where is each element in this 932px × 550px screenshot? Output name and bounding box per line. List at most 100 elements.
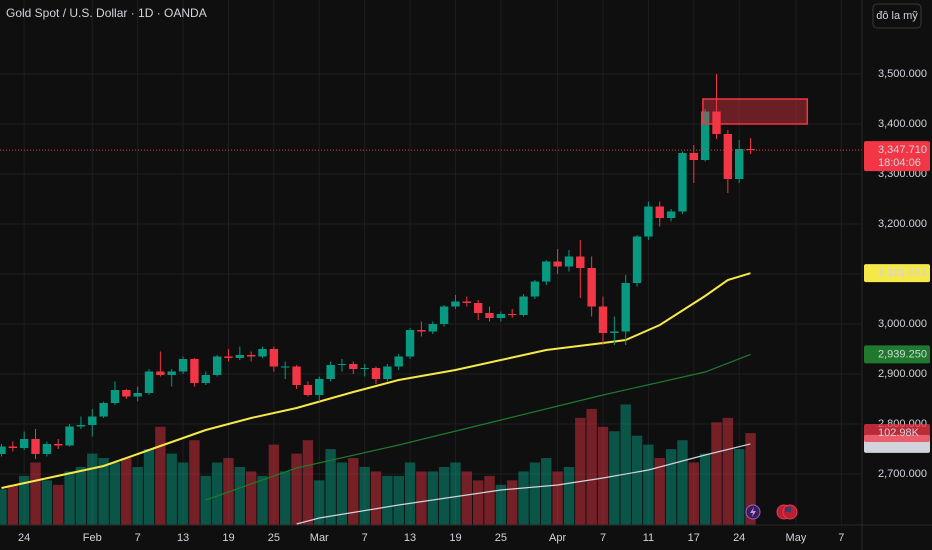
candle-body (428, 324, 437, 332)
event-icons (745, 504, 798, 520)
candle-body (122, 390, 131, 397)
volume-pane (0, 404, 756, 525)
volume-bar (722, 417, 734, 525)
last-price-label: 3,347.710 (878, 144, 927, 156)
overlay (0, 98, 862, 151)
candle-body (712, 111, 721, 134)
candle-body (587, 268, 596, 307)
candle-body (655, 206, 664, 218)
volume-bar (472, 480, 484, 525)
volume-bar (677, 440, 688, 525)
volume-bar (438, 466, 450, 525)
candle-body (190, 359, 199, 383)
candle-body (689, 153, 698, 160)
candle-body (508, 314, 517, 315)
candle-body (485, 313, 494, 318)
volume-bar (699, 453, 711, 525)
volume-bar (132, 466, 143, 525)
candle-body (0, 446, 6, 454)
candle-body (371, 368, 381, 379)
candle-body (678, 153, 687, 212)
candle-body (326, 365, 335, 379)
currency-button-label[interactable]: đô la mỹ (876, 10, 918, 22)
volume-bar (18, 475, 30, 525)
candle-body (349, 364, 358, 369)
volume-bar (41, 480, 53, 525)
candle-body (110, 390, 120, 403)
candles (0, 74, 755, 459)
volume-bar (552, 471, 563, 525)
candle-body (576, 256, 585, 268)
volume-bar (609, 431, 620, 525)
volume-bar (575, 417, 586, 525)
volume-bar (597, 426, 609, 525)
candle-body (76, 425, 86, 427)
volume-bar (620, 404, 631, 525)
volume-box (864, 424, 930, 443)
candle-body (462, 301, 472, 303)
candle-body (337, 364, 347, 365)
y-tick-label: 3,400.000 (878, 118, 927, 130)
candle-body (473, 303, 483, 313)
volume-bar (257, 475, 268, 525)
candle-body (54, 444, 63, 446)
volume-bar (745, 433, 756, 525)
candle-body (417, 330, 426, 332)
volume-bar (654, 458, 665, 525)
candle-body (42, 444, 52, 454)
candle-body (519, 296, 528, 315)
x-tick-label: 19 (222, 532, 234, 544)
volume-bar (541, 458, 552, 525)
volume-bar (64, 471, 75, 525)
candle-body (88, 416, 97, 425)
y-tick-label: 3,200.000 (878, 218, 927, 230)
currency-button[interactable] (872, 3, 922, 29)
candle-body (530, 281, 540, 297)
countdown-label: 18:04:06 (878, 157, 921, 169)
volume-bar (143, 449, 155, 525)
volume-bar (529, 462, 541, 525)
volume-bar (586, 408, 597, 525)
volume-bar (268, 444, 280, 525)
candle-body (235, 355, 245, 358)
x-tick-label: 13 (404, 532, 416, 544)
candle-body (224, 356, 233, 358)
candle-body (451, 301, 460, 307)
candle-body (315, 379, 324, 395)
candle-body (19, 439, 29, 448)
volume-bar (665, 449, 677, 525)
volume-bar (484, 475, 495, 525)
ma-price-box (864, 264, 930, 283)
volume-bar (121, 458, 132, 525)
candle-body (644, 206, 653, 237)
volume-bar (359, 466, 370, 525)
volume-bar (211, 462, 223, 525)
volume-bar (370, 471, 382, 525)
candle-body (632, 236, 642, 283)
candle-body (212, 356, 222, 375)
y-tick-label: 3,500.000 (878, 68, 927, 80)
candle-body (258, 349, 267, 357)
candle-body (178, 359, 188, 372)
x-tick-label: 24 (733, 532, 745, 544)
x-tick-label: 11 (643, 532, 654, 544)
volume-bar (643, 444, 654, 525)
volume-bar (631, 435, 643, 525)
volume-bar (461, 471, 473, 525)
volume-bar (177, 462, 189, 525)
moving-average-line (1, 272, 751, 489)
candle-body (734, 149, 744, 179)
volume-bar (393, 475, 404, 525)
moving-averages (1, 272, 751, 525)
volume-bar (189, 440, 200, 525)
y-tick-label: 2,700.000 (878, 468, 927, 480)
volume-bar (109, 462, 121, 525)
volume-bar (53, 484, 64, 525)
volume-bar (348, 458, 359, 525)
symbol-title: Gold Spot / U.S. Dollar · 1D · OANDA (6, 6, 207, 20)
x-tick-label: 17 (688, 532, 700, 544)
volume-bar (98, 458, 109, 525)
volume-bar (30, 462, 41, 525)
x-tick-label: 25 (268, 532, 280, 544)
